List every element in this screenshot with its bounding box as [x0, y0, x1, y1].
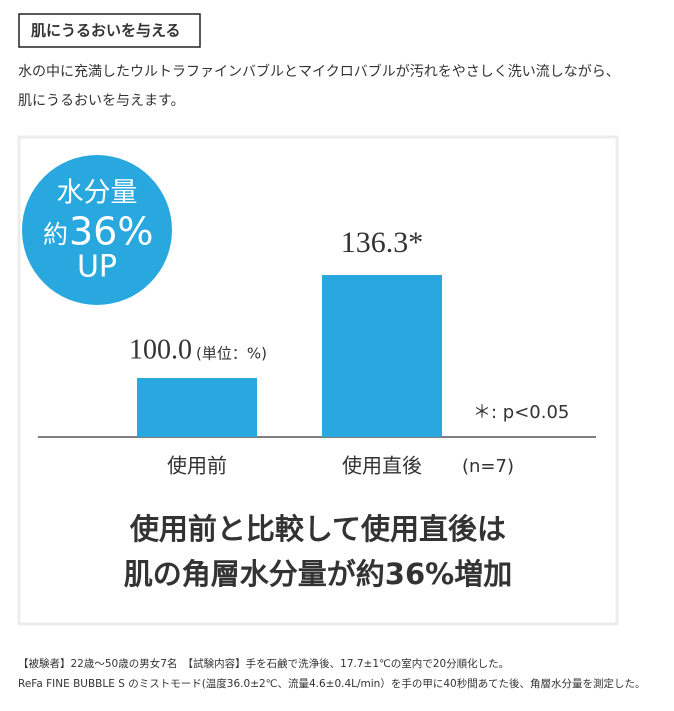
sample-size: (n=7) [462, 456, 514, 477]
value-label: 136.3* [341, 226, 424, 259]
x-tick-label: 使用直後 [342, 454, 422, 478]
badge-text: 約 [43, 220, 68, 249]
conclusion: 使用前と比較して使用直後は [129, 512, 506, 546]
description: 水の中に充満したウルトラファインバブルとマイクロバブルが汚れをやさしく洗い流しな… [18, 63, 620, 80]
bar [322, 274, 442, 437]
unit-label: (単位：%) [196, 345, 267, 363]
value-label: 100.0 [129, 334, 192, 365]
note: ＊: p<0.05 [473, 402, 569, 423]
badge-text: 36% [69, 210, 153, 254]
x-tick-label: 使用前 [167, 454, 227, 478]
header-box [18, 13, 201, 48]
bar [137, 377, 257, 437]
footnote: 【被験者】22歳～50歳の男女7名 【試験内容】手を石鹸で洗浄後、17.7±1℃… [18, 657, 509, 670]
description: 肌にうるおいを与えます。 [18, 93, 185, 109]
badge-text: 水分量 [57, 178, 138, 209]
conclusion: 肌の角層水分量が約36%増加 [124, 557, 512, 591]
footnote: ReFa FINE BUBBLE S のミストモード(温度36.0±2℃、流量4… [18, 677, 646, 690]
badge-text: UP [77, 250, 117, 285]
badge [22, 155, 172, 305]
header-title: 肌にうるおいを与える [31, 22, 181, 40]
